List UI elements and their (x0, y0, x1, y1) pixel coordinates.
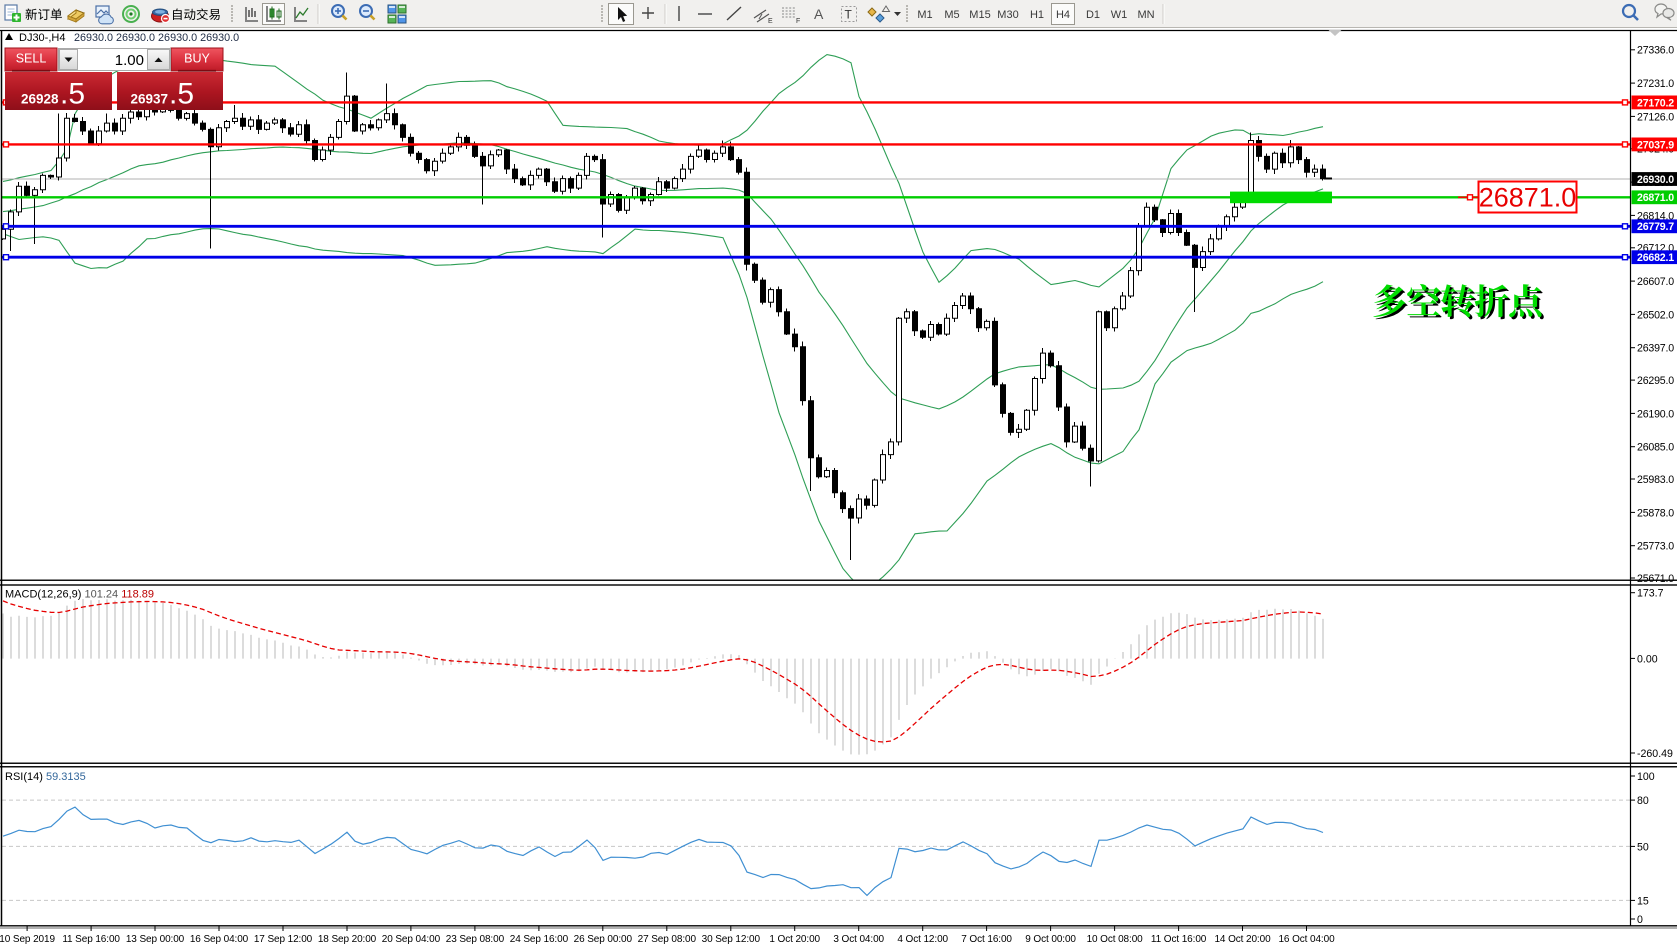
svg-text:F: F (796, 18, 800, 25)
svg-text:T: T (845, 8, 853, 22)
svg-text:A: A (814, 6, 824, 22)
svg-text:26930.0 26930.0 26930.0 26930.: 26930.0 26930.0 26930.0 26930.0 (74, 32, 239, 44)
svg-text:3 Oct 04:00: 3 Oct 04:00 (833, 934, 884, 945)
svg-text:H4: H4 (1056, 9, 1070, 21)
svg-text:14 Oct 20:00: 14 Oct 20:00 (1214, 934, 1271, 945)
svg-text:26190.0: 26190.0 (1637, 408, 1674, 420)
svg-text:0: 0 (1637, 914, 1643, 926)
svg-text:M15: M15 (969, 9, 990, 21)
svg-text:16 Sep 04:00: 16 Sep 04:00 (190, 934, 249, 945)
svg-text:RSI(14) 59.3135: RSI(14) 59.3135 (5, 771, 86, 783)
svg-text:D1: D1 (1086, 9, 1100, 21)
svg-text:W1: W1 (1111, 9, 1128, 21)
svg-text:10 Sep 2019: 10 Sep 2019 (0, 934, 55, 945)
svg-text:26928: 26928 (21, 91, 59, 106)
svg-text:23 Sep 08:00: 23 Sep 08:00 (446, 934, 505, 945)
svg-text:27170.2: 27170.2 (1637, 97, 1674, 109)
svg-text:26085.0: 26085.0 (1637, 442, 1674, 454)
svg-text:27126.0: 27126.0 (1637, 111, 1674, 123)
svg-text:E: E (768, 18, 773, 25)
svg-text:18 Sep 20:00: 18 Sep 20:00 (318, 934, 377, 945)
svg-text:25878.0: 25878.0 (1637, 507, 1674, 519)
svg-text:DJ30-,H4: DJ30-,H4 (19, 32, 65, 44)
svg-text:M5: M5 (944, 9, 959, 21)
svg-text:25671.0: 25671.0 (1637, 573, 1674, 585)
svg-text:16 Oct 04:00: 16 Oct 04:00 (1278, 934, 1335, 945)
svg-text:26930.0: 26930.0 (1637, 174, 1674, 186)
svg-text:26682.1: 26682.1 (1637, 252, 1674, 264)
svg-text:25773.0: 25773.0 (1637, 541, 1674, 553)
svg-text:30 Sep 12:00: 30 Sep 12:00 (702, 934, 761, 945)
svg-text:M1: M1 (917, 9, 932, 21)
svg-text:4 Oct 12:00: 4 Oct 12:00 (897, 934, 948, 945)
svg-text:H1: H1 (1030, 9, 1044, 21)
svg-text:MN: MN (1137, 9, 1154, 21)
svg-text:26 Sep 00:00: 26 Sep 00:00 (574, 934, 633, 945)
svg-text:26814.0: 26814.0 (1637, 210, 1674, 222)
svg-text:10 Oct 08:00: 10 Oct 08:00 (1087, 934, 1144, 945)
svg-text:BUY: BUY (184, 52, 210, 66)
svg-text:13 Sep 00:00: 13 Sep 00:00 (126, 934, 185, 945)
svg-text:.5: .5 (169, 77, 194, 110)
svg-text:26871.0: 26871.0 (1637, 192, 1674, 204)
svg-text:1 Oct 20:00: 1 Oct 20:00 (769, 934, 820, 945)
svg-text:100: 100 (1637, 771, 1655, 783)
svg-text:M30: M30 (997, 9, 1018, 21)
svg-text:26397.0: 26397.0 (1637, 343, 1674, 355)
svg-text:11 Sep 16:00: 11 Sep 16:00 (62, 934, 120, 945)
svg-text:20 Sep 04:00: 20 Sep 04:00 (382, 934, 441, 945)
svg-text:25983.0: 25983.0 (1637, 474, 1674, 486)
svg-text:27231.0: 27231.0 (1637, 78, 1674, 90)
svg-text:27336.0: 27336.0 (1637, 45, 1674, 57)
svg-text:-260.49: -260.49 (1637, 748, 1673, 760)
svg-text:1.00: 1.00 (115, 52, 144, 69)
svg-text:7 Oct 16:00: 7 Oct 16:00 (961, 934, 1012, 945)
svg-text:50: 50 (1637, 841, 1649, 853)
svg-text:26607.0: 26607.0 (1637, 276, 1674, 288)
svg-text:26295.0: 26295.0 (1637, 375, 1674, 387)
svg-text:MACD(12,26,9) 101.24 118.89: MACD(12,26,9) 101.24 118.89 (5, 589, 154, 601)
svg-text:26502.0: 26502.0 (1637, 309, 1674, 321)
svg-text:26937: 26937 (131, 91, 169, 106)
svg-text:17 Sep 12:00: 17 Sep 12:00 (254, 934, 313, 945)
svg-text:27 Sep 08:00: 27 Sep 08:00 (638, 934, 697, 945)
svg-text:173.7: 173.7 (1637, 588, 1664, 600)
svg-text:11 Oct 16:00: 11 Oct 16:00 (1151, 934, 1207, 945)
svg-text:.5: .5 (60, 77, 85, 110)
svg-text:26779.7: 26779.7 (1637, 221, 1674, 233)
svg-text:0.00: 0.00 (1637, 653, 1658, 665)
svg-text:80: 80 (1637, 795, 1649, 807)
svg-text:27037.9: 27037.9 (1637, 139, 1674, 151)
svg-text:26871.0: 26871.0 (1479, 183, 1577, 213)
svg-text:24 Sep 16:00: 24 Sep 16:00 (510, 934, 569, 945)
svg-text:SELL: SELL (16, 52, 47, 66)
svg-text:15: 15 (1637, 895, 1649, 907)
svg-text:9 Oct 00:00: 9 Oct 00:00 (1025, 934, 1076, 945)
